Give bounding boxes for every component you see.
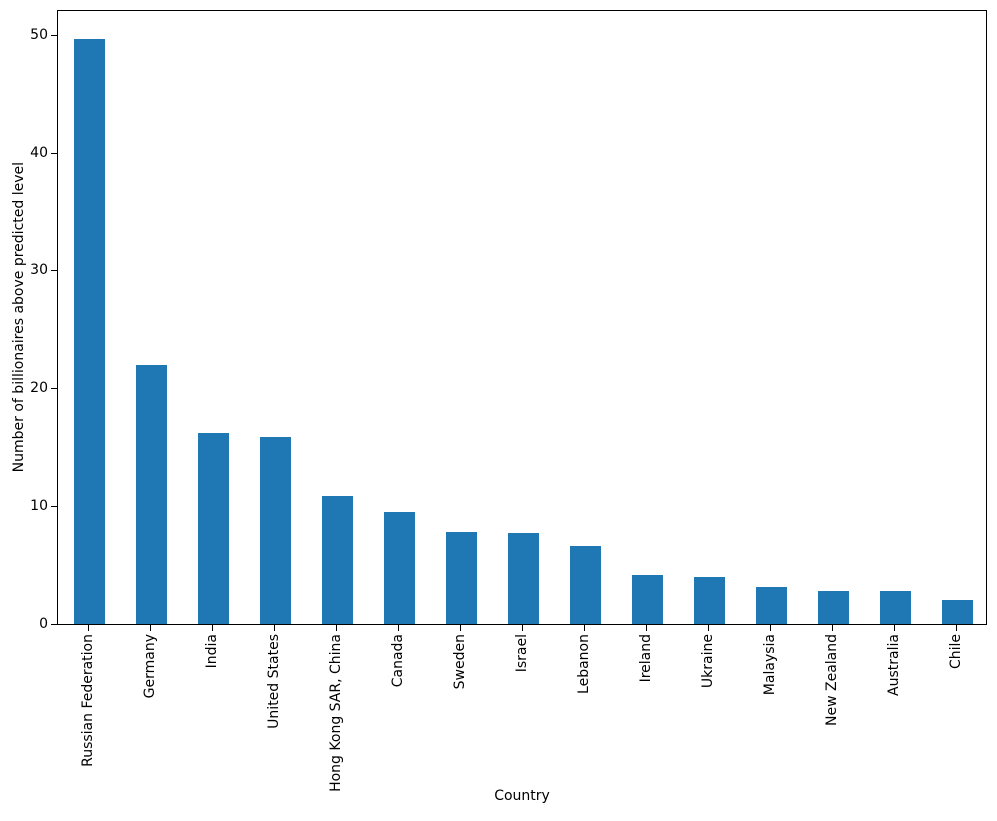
x-tick-label-lebanon: Lebanon xyxy=(575,634,592,694)
x-tick-mark xyxy=(645,625,647,631)
x-tick-label-australia: Australia xyxy=(885,634,902,696)
y-tick-label: 10 xyxy=(30,498,48,514)
x-tick-label-malaysia: Malaysia xyxy=(761,634,778,696)
bar-sweden xyxy=(445,532,477,624)
y-tick-mark xyxy=(51,35,57,36)
bar-australia xyxy=(879,591,911,624)
x-tick-label-india: India xyxy=(203,634,220,669)
x-tick-mark xyxy=(893,625,895,631)
y-tick-label: 0 xyxy=(39,616,48,632)
bar-lebanon xyxy=(569,546,601,624)
bar-chile xyxy=(941,600,973,624)
x-tick-label-ireland: Ireland xyxy=(637,634,654,683)
x-tick-mark xyxy=(459,625,461,631)
bar-canada xyxy=(383,512,415,624)
y-tick-mark xyxy=(51,506,57,507)
y-tick-mark xyxy=(51,153,57,154)
x-tick-label-new-zealand: New Zealand xyxy=(823,634,840,726)
x-tick-mark xyxy=(769,625,771,631)
x-tick-mark xyxy=(521,625,523,631)
x-tick-label-united-states: United States xyxy=(265,634,282,729)
y-tick-label: 30 xyxy=(30,262,48,278)
bar-ireland xyxy=(631,575,663,624)
x-tick-mark xyxy=(397,625,399,631)
y-axis-label-wrap: Number of billionaires above predicted l… xyxy=(6,10,32,625)
x-tick-label-hong-kong-sar-china: Hong Kong SAR, China xyxy=(327,634,344,792)
y-axis-label: Number of billionaires above predicted l… xyxy=(11,162,27,473)
x-tick-mark xyxy=(335,625,337,631)
y-tick-label: 40 xyxy=(30,145,48,161)
y-tick-mark xyxy=(51,270,57,271)
x-tick-mark xyxy=(273,625,275,631)
x-tick-mark xyxy=(87,625,89,631)
x-tick-label-israel: Israel xyxy=(513,634,530,673)
bar-ukraine xyxy=(693,577,725,624)
y-tick-label: 50 xyxy=(30,27,48,43)
bar-israel xyxy=(507,533,539,624)
x-tick-label-germany: Germany xyxy=(141,634,158,699)
bar-malaysia xyxy=(755,587,787,624)
x-tick-label-russian-federation: Russian Federation xyxy=(79,634,96,767)
bar-india xyxy=(197,433,229,624)
x-axis-label: Country xyxy=(494,788,550,804)
x-tick-mark xyxy=(707,625,709,631)
bar-russian-federation xyxy=(73,39,105,624)
y-tick-label: 20 xyxy=(30,380,48,396)
x-tick-label-canada: Canada xyxy=(389,634,406,688)
y-tick-mark xyxy=(51,388,57,389)
x-tick-label-sweden: Sweden xyxy=(451,634,468,690)
bar-hong-kong-sar-china xyxy=(321,496,353,624)
bar-germany xyxy=(135,365,167,624)
x-tick-label-ukraine: Ukraine xyxy=(699,634,716,689)
bar-united-states xyxy=(259,437,291,624)
x-tick-mark xyxy=(149,625,151,631)
x-tick-label-chile: Chile xyxy=(947,634,964,670)
plot-area xyxy=(57,10,987,625)
bar-new-zealand xyxy=(817,591,849,624)
y-tick-mark xyxy=(51,624,57,625)
x-tick-mark xyxy=(831,625,833,631)
x-tick-mark xyxy=(955,625,957,631)
x-tick-mark xyxy=(211,625,213,631)
x-tick-mark xyxy=(583,625,585,631)
